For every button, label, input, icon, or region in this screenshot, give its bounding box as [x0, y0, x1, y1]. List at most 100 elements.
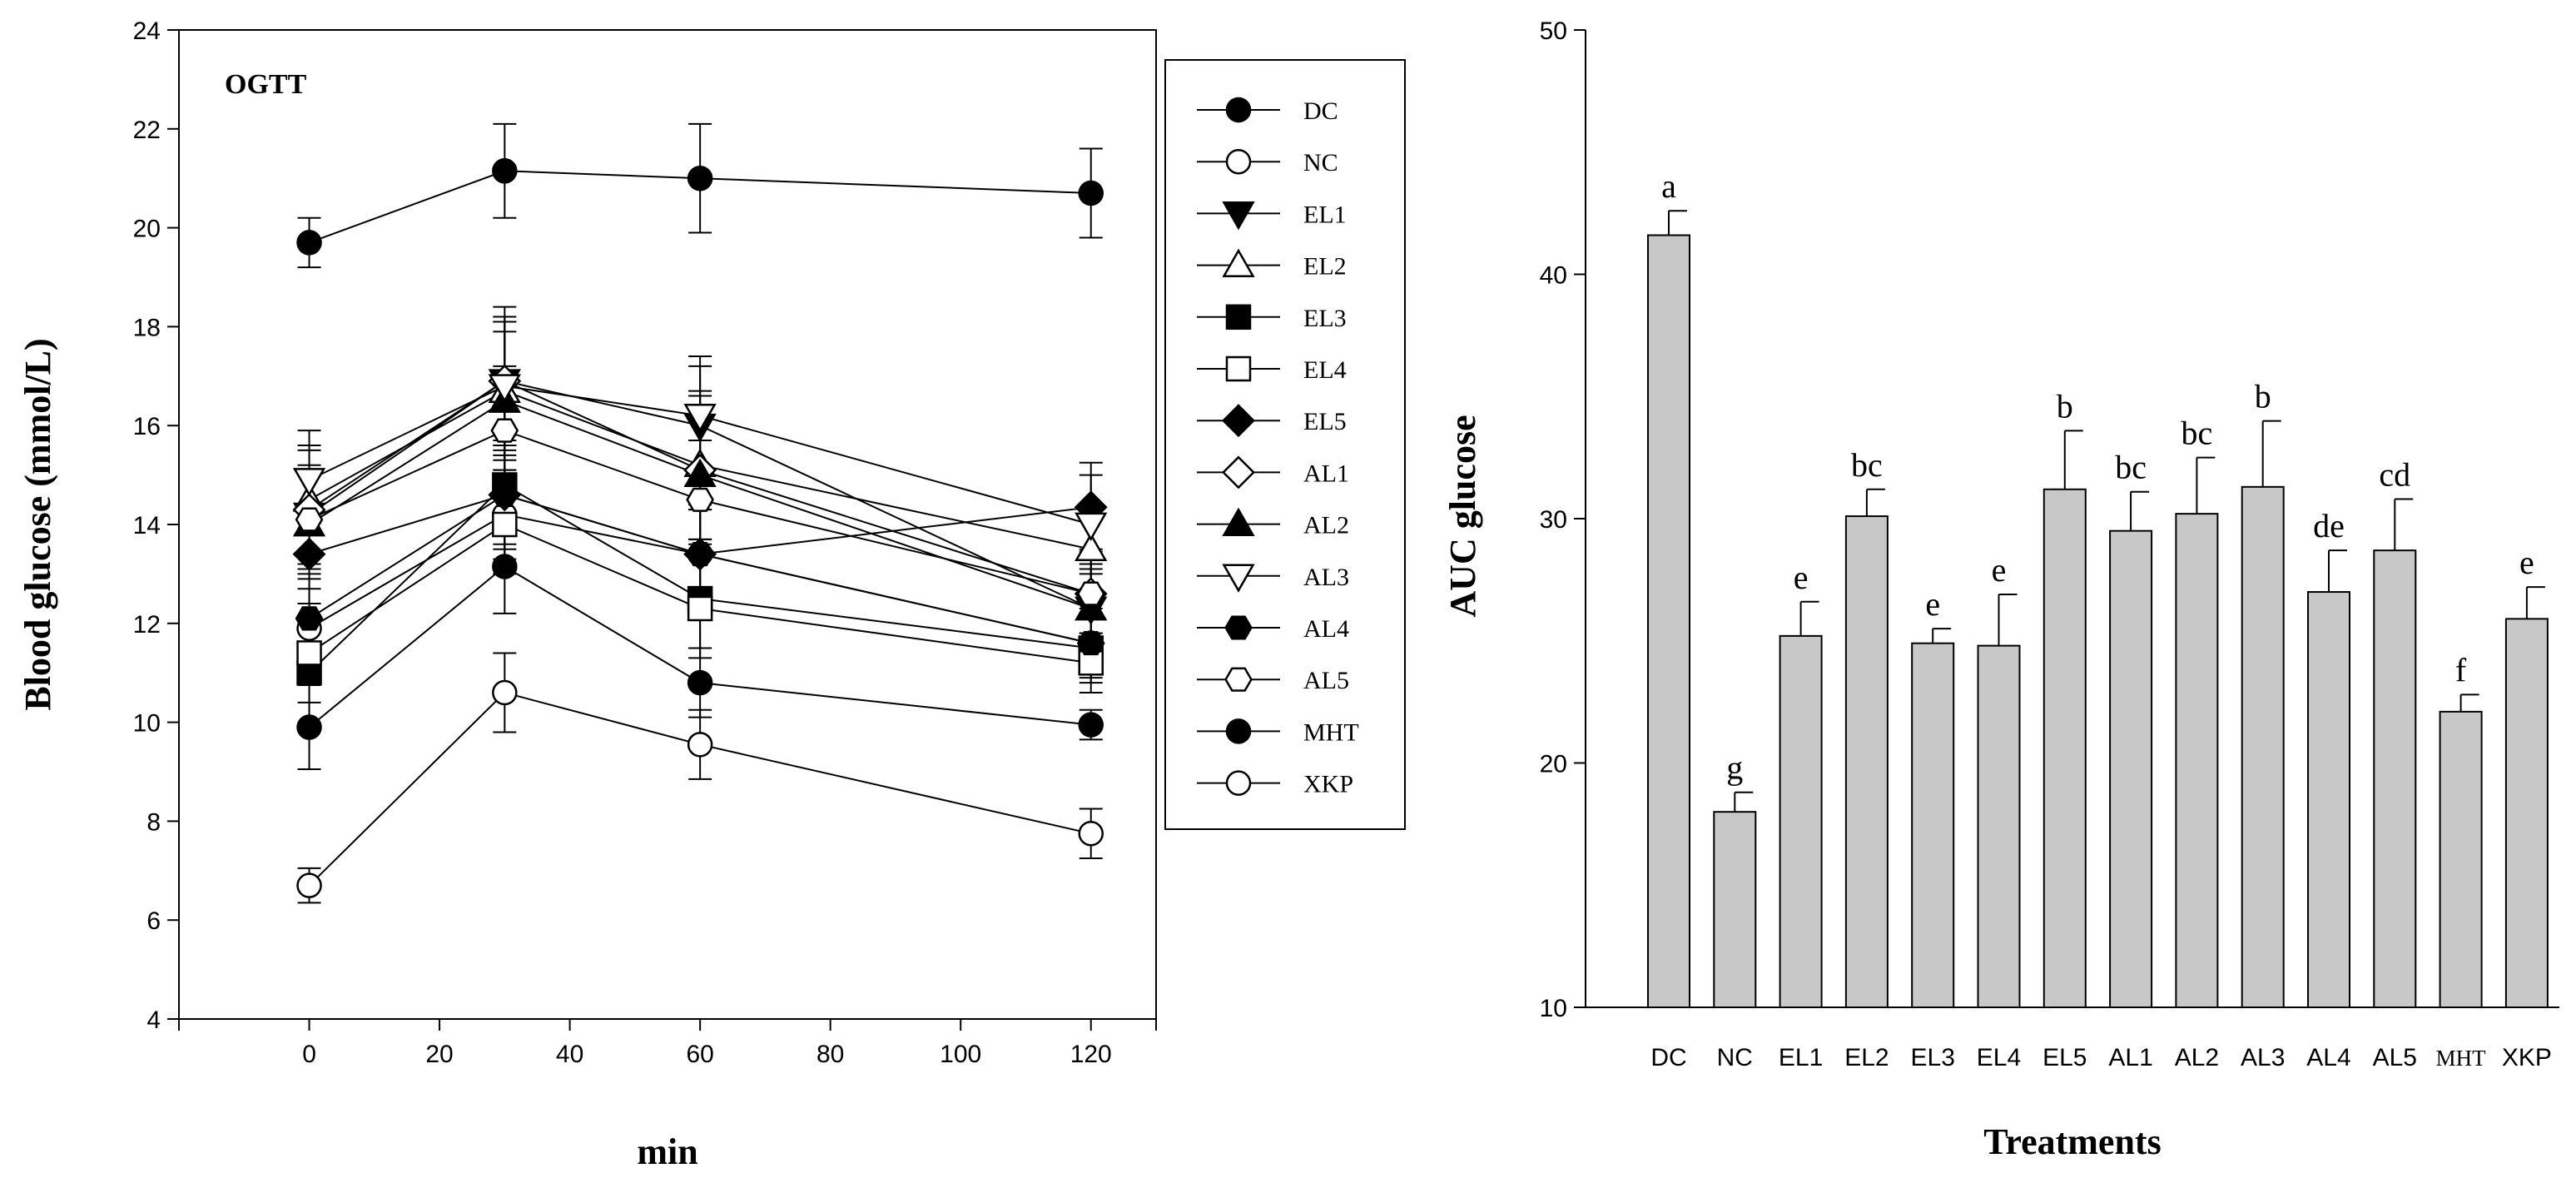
- ogtt-legend-marker-el4: [1225, 355, 1252, 382]
- ogtt-point-dc: [296, 230, 322, 256]
- ogtt-point-al4: [295, 606, 324, 631]
- ogtt-line-al2: [308, 400, 1092, 609]
- ogtt-y-tick-label: 4: [146, 1007, 161, 1034]
- ogtt-point-al5: [686, 487, 714, 512]
- auc-bars: a DC g NC e EL1 bc EL2 e EL3 e EL4 b EL5 bc AL1 bc AL2 b AL…: [1647, 167, 2552, 1071]
- auc-category-label-nc: NC: [1717, 1044, 1753, 1071]
- ogtt-legend-label-el5: EL5: [1303, 408, 1347, 435]
- ogtt-point-al2: [683, 458, 717, 487]
- ogtt-legend-marker-el1: [1222, 201, 1255, 231]
- auc-sig-label-al4: de: [2313, 507, 2345, 544]
- auc-category-label-mht: MHT: [2436, 1046, 2487, 1071]
- auc-sig-label-el1: e: [1794, 559, 1809, 596]
- auc-sig-label-mht: f: [2455, 651, 2467, 688]
- auc-bar-al5: [2373, 549, 2417, 1008]
- auc-y-axis-title: AUC glucose: [1442, 415, 1483, 617]
- auc-category-label-al2: AL2: [2175, 1044, 2219, 1071]
- auc-y-tick-label: 30: [1540, 506, 1567, 534]
- ogtt-series: [292, 122, 1108, 904]
- ogtt-point-dc: [687, 165, 713, 191]
- ogtt-point-el5: [292, 537, 326, 571]
- auc-bar-nc: [1713, 811, 1757, 1009]
- ogtt-point-al5: [490, 418, 519, 443]
- ogtt-x-tick-label: 20: [425, 1041, 453, 1068]
- ogtt-y-tick-label: 6: [146, 907, 161, 935]
- ogtt-y-tick-label: 10: [133, 710, 161, 738]
- ogtt-line-al1: [308, 380, 1092, 595]
- ogtt-point-el4: [296, 640, 322, 666]
- ogtt-point-al4: [686, 542, 714, 567]
- ogtt-x-tick-label: 120: [1070, 1041, 1112, 1068]
- ogtt-legend-label-el4: EL4: [1303, 356, 1347, 384]
- ogtt-lines: [308, 170, 1092, 887]
- ogtt-legend-label-al1: AL1: [1303, 460, 1349, 487]
- ogtt-point-dc: [492, 158, 518, 184]
- auc-bar-al1: [2109, 529, 2153, 1008]
- ogtt-legend-marker-al1: [1222, 455, 1255, 490]
- ogtt-legend-label-el1: EL1: [1303, 201, 1347, 228]
- auc-sig-label-el5: b: [2057, 387, 2073, 425]
- auc-category-label-el2: EL2: [1844, 1044, 1889, 1071]
- auc-bar-el1: [1779, 634, 1823, 1008]
- ogtt-line-el1: [308, 380, 1092, 609]
- auc-bar-xkp: [2504, 618, 2549, 1009]
- ogtt-legend-label-dc: DC: [1303, 97, 1338, 125]
- ogtt-x-axis-title: min: [637, 1131, 697, 1172]
- auc-x-axis-title: Treatments: [1983, 1121, 2161, 1162]
- ogtt-x-tick-label: 40: [556, 1041, 583, 1068]
- ogtt-legend-marker-xkp: [1225, 770, 1252, 796]
- ogtt-x-tick-label: 60: [686, 1041, 713, 1068]
- ogtt-legend-marker-al4: [1224, 615, 1253, 640]
- auc-bar-el3: [1911, 642, 1955, 1008]
- ogtt-point-el4: [492, 511, 518, 538]
- ogtt-line-dc: [309, 170, 1091, 244]
- ogtt-line-el3: [308, 484, 1091, 673]
- ogtt-y-axis: 4 6 8 10 12 14 16 18 20 22 24: [133, 17, 179, 1034]
- ogtt-point-dc: [1078, 180, 1104, 206]
- ogtt-y-tick-label: 22: [133, 117, 161, 144]
- auc-y-tick-label: 40: [1540, 262, 1567, 290]
- auc-sig-label-al3: b: [2255, 378, 2271, 415]
- ogtt-point-al4: [490, 482, 519, 507]
- ogtt-line-al5: [309, 430, 1091, 595]
- ogtt-legend: DC NC EL1 EL2 EL3 EL4 EL5 AL1 AL2 AL3 AL4 AL5 MHT XKP: [1164, 59, 1406, 830]
- auc-sig-label-el2: bc: [1851, 446, 1883, 484]
- ogtt-line-el4: [308, 523, 1091, 664]
- ogtt-y-tick-label: 18: [133, 314, 161, 341]
- ogtt-legend-marker-mht: [1225, 718, 1252, 744]
- ogtt-x-tick-label: 80: [816, 1041, 844, 1068]
- auc-category-label-al4: AL4: [2306, 1044, 2350, 1071]
- ogtt-line-al4: [308, 494, 1091, 644]
- auc-y-tick-label: 50: [1540, 17, 1567, 45]
- auc-category-label-el3: EL3: [1911, 1044, 1955, 1071]
- auc-sig-label-al1: bc: [2115, 449, 2147, 486]
- auc-bar-dc: [1647, 234, 1690, 1009]
- ogtt-point-xkp: [1078, 821, 1104, 847]
- ogtt-point-al3: [488, 374, 521, 403]
- ogtt-y-tick-label: 16: [133, 413, 161, 440]
- ogtt-point-al2: [1075, 591, 1108, 621]
- ogtt-legend-label-mht: MHT: [1303, 718, 1359, 746]
- ogtt-point-xkp: [687, 732, 713, 758]
- ogtt-point-mht: [492, 554, 518, 579]
- auc-y-axis: 10 20 30 40 50: [1540, 17, 1586, 1022]
- ogtt-legend-label-al2: AL2: [1303, 512, 1349, 539]
- ogtt-legend-label-el3: EL3: [1303, 305, 1347, 332]
- ogtt-legend-label-al4: AL4: [1303, 615, 1349, 643]
- auc-category-label-dc: DC: [1650, 1044, 1686, 1071]
- ogtt-point-al4: [1076, 630, 1105, 656]
- auc-category-label-el4: EL4: [1977, 1044, 2021, 1071]
- auc-bar-al4: [2307, 591, 2350, 1008]
- ogtt-markers: [292, 158, 1108, 898]
- ogtt-x-tick-label: 100: [940, 1041, 981, 1068]
- auc-bar-el5: [2042, 488, 2087, 1008]
- ogtt-line-chart: 4 6 8 10 12 14 16 18 20 22 24 0 20 40 60 80 100 120 OGTT…: [17, 17, 1406, 1172]
- ogtt-point-xkp: [296, 872, 322, 898]
- auc-sig-label-el4: e: [1992, 551, 2007, 589]
- ogtt-legend-marker-al2: [1222, 507, 1255, 536]
- auc-y-tick-label: 10: [1540, 995, 1567, 1022]
- ogtt-point-al5: [295, 507, 324, 532]
- ogtt-point-al3: [1075, 512, 1108, 542]
- ogtt-point-al3: [683, 403, 717, 433]
